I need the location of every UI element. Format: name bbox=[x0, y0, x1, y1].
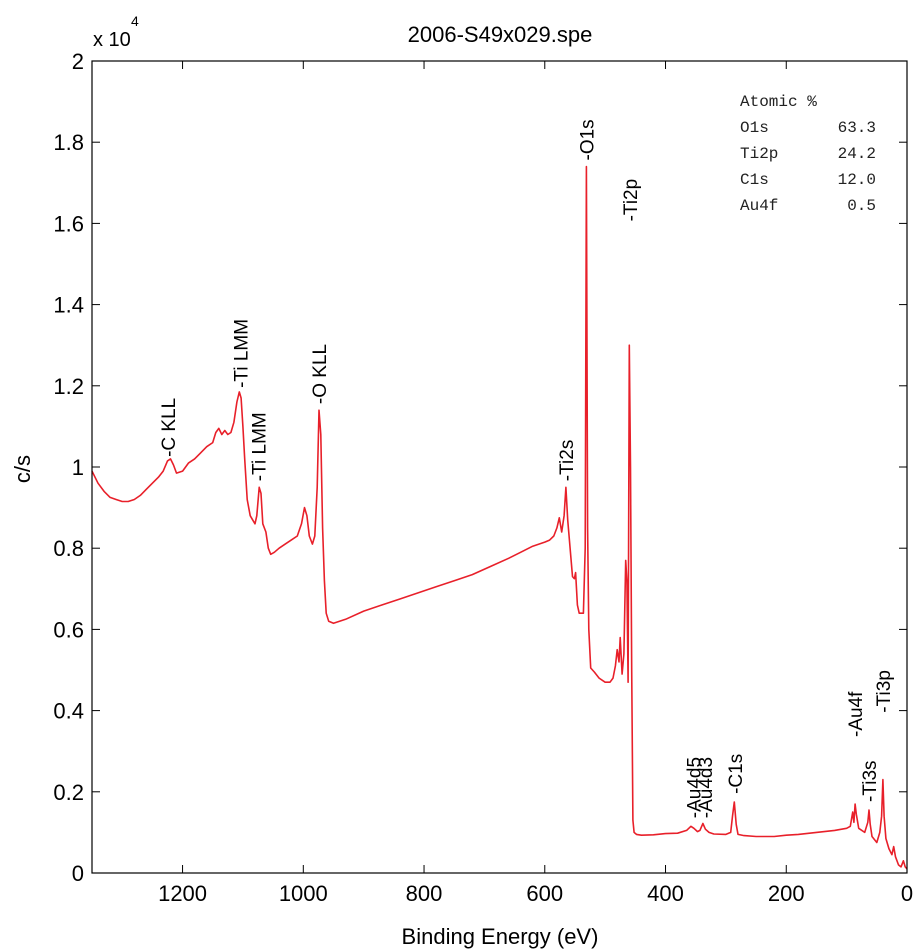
y-tick-label: 0.8 bbox=[53, 536, 84, 561]
y-tick-label: 2 bbox=[72, 49, 84, 74]
y-tick-label: 1.8 bbox=[53, 130, 84, 155]
atomic-percent-header: Atomic % bbox=[740, 93, 817, 111]
peak-label: -Au4d3 bbox=[696, 757, 717, 818]
plot-frame bbox=[91, 60, 908, 874]
peak-label: -O KLL bbox=[310, 344, 331, 404]
peak-label: -C1s bbox=[726, 754, 747, 794]
atomic-row-value: 12.0 bbox=[838, 171, 876, 189]
peak-label: -Ti LMM bbox=[232, 319, 253, 388]
y-tick-label: 0.6 bbox=[53, 617, 84, 642]
y-tick-label: 0.2 bbox=[53, 780, 84, 805]
atomic-row-element: O1s bbox=[740, 119, 769, 137]
atomic-row-element: C1s bbox=[740, 171, 769, 189]
peak-label: -Ti LMM bbox=[250, 412, 271, 481]
peak-label: -C KLL bbox=[159, 398, 180, 457]
peak-label: -Ti2s bbox=[557, 440, 578, 482]
y-tick-label: 0.4 bbox=[53, 699, 84, 724]
peak-label: -Ti3s bbox=[860, 760, 881, 802]
y-tick-label: 1 bbox=[72, 455, 84, 480]
y-exponent-label: x 10 bbox=[93, 29, 131, 51]
y-exponent-power: 4 bbox=[131, 13, 139, 29]
x-tick-label: 1200 bbox=[158, 881, 207, 906]
y-tick-label: 1.2 bbox=[53, 374, 84, 399]
atomic-row-value: 0.5 bbox=[847, 197, 876, 215]
x-tick-label: 800 bbox=[406, 881, 443, 906]
peak-label: -Ti2p bbox=[621, 179, 642, 222]
peak-label: -O1s bbox=[577, 119, 598, 160]
peak-annotations: -C KLL -Ti LMM -Ti LMM -O KLL -Ti2s -O1s -Ti2p… bbox=[159, 119, 895, 818]
chart-title: 2006-S49x029.spe bbox=[408, 22, 593, 47]
peak-label: -Au4f bbox=[846, 691, 867, 737]
x-axis-label: Binding Energy (eV) bbox=[402, 924, 599, 949]
x-tick-label: 400 bbox=[647, 881, 684, 906]
atomic-row-element: Au4f bbox=[740, 197, 778, 215]
y-axis-label: c/s bbox=[10, 455, 35, 483]
x-tick-label: 1000 bbox=[279, 881, 328, 906]
atomic-row-value: 63.3 bbox=[838, 119, 876, 137]
y-tick-label: 1.4 bbox=[53, 293, 84, 318]
x-tick-label: 0 bbox=[901, 881, 913, 906]
peak-label: -Ti3p bbox=[874, 670, 895, 713]
x-tick-label: 200 bbox=[768, 881, 805, 906]
peak-label: -Au4d5 bbox=[684, 757, 705, 818]
axes: 1200 1000 800 600 400 200 0 0 0.2 0.4 0.6 0.8 1 1.2 1.… bbox=[53, 49, 913, 906]
x-tick-label: 600 bbox=[526, 881, 563, 906]
atomic-row-element: Ti2p bbox=[740, 145, 778, 163]
y-tick-label: 1.6 bbox=[53, 211, 84, 236]
y-tick-label: 0 bbox=[72, 861, 84, 886]
plot-area bbox=[91, 165, 908, 870]
spectrum-line bbox=[91, 165, 908, 870]
atomic-percent-box: Atomic % O1s 63.3 Ti2p 24.2 C1s 12.0 Au4… bbox=[740, 93, 876, 215]
atomic-row-value: 24.2 bbox=[838, 145, 876, 163]
